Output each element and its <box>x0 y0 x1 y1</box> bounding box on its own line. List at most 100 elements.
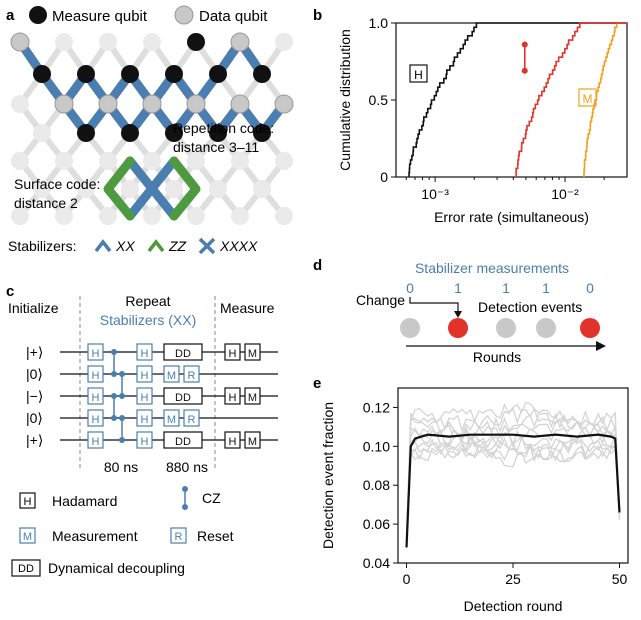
input-state: |−⟩ <box>26 388 43 404</box>
change-label: Change <box>356 292 405 308</box>
x-tick-label: 50 <box>612 571 628 587</box>
unused-qubit <box>143 33 161 51</box>
detection-fraction-chart: 0.04 0.06 0.08 0.10 0.12 0 25 50 Detection round… <box>320 387 629 614</box>
hadamard-gate-label: H <box>141 348 149 360</box>
y-tick-label: 0.12 <box>363 399 390 415</box>
panel-d-label: d <box>313 257 322 274</box>
dd-gate-label: DD <box>175 392 191 404</box>
hadamard-gate-box <box>87 365 104 383</box>
cz-dot <box>111 371 117 377</box>
unused-qubit <box>209 180 227 198</box>
panel-d: d Stabilizer measurements 0 1 1 1 0 Change D… <box>313 257 606 365</box>
final-hadamard-label: H <box>229 436 237 448</box>
dd-gate-label: DD <box>175 436 191 448</box>
measurement-legend-text: Measurement <box>52 528 138 544</box>
stabilizer-value: 1 <box>454 280 462 296</box>
y-axis-label: Cumulative distribution <box>337 29 353 171</box>
hadamard-gate-label: H <box>92 348 100 360</box>
unused-qubit <box>231 152 249 170</box>
unused-qubit <box>99 33 117 51</box>
cz-dot <box>119 393 125 399</box>
stabilizer-value: 0 <box>406 280 414 296</box>
legend-h-box <box>409 64 428 83</box>
unused-qubit <box>11 207 29 225</box>
y-tick-label: 0.06 <box>363 516 390 532</box>
cz-dot <box>119 415 125 421</box>
hadamard-gate-box <box>87 387 104 405</box>
data-qubit <box>230 94 250 114</box>
data-qubit <box>142 94 162 114</box>
y-axis-label: Detection event fraction <box>320 402 336 549</box>
data-qubit <box>10 32 30 52</box>
cdf-chart: 0 0.5 1.0 10⁻³ 10⁻² Error rate (simultaneous)… <box>337 15 628 225</box>
data-qubit <box>274 94 294 114</box>
time-80ns: 80 ns <box>104 459 138 475</box>
y-tick-label: 0.08 <box>363 477 390 493</box>
dd-gate-box <box>163 387 203 405</box>
hadamard-gate-box <box>136 365 153 383</box>
panel-e-label: e <box>313 375 321 392</box>
final-measure-label: M <box>248 392 257 404</box>
measure-gate-label: M <box>167 414 176 426</box>
hadamard-gate-label: H <box>92 414 100 426</box>
unused-qubit <box>121 180 139 198</box>
reset-gate-label: R <box>188 370 196 382</box>
data-qubit <box>98 94 118 114</box>
hadamard-gate-label: H <box>92 370 100 382</box>
panel-c-label: c <box>6 283 14 300</box>
individual-trace <box>405 426 621 538</box>
unused-qubit <box>99 207 117 225</box>
unused-qubit <box>33 124 51 142</box>
final-hadamard-box <box>224 343 241 361</box>
hadamard-gate-label: H <box>92 436 100 448</box>
panel-b-label: b <box>313 7 322 24</box>
panel-a: a Measure qubit Data qubit Repetition co… <box>6 5 294 255</box>
final-hadamard-box <box>224 387 241 405</box>
measurement-legend-glyph: M <box>23 531 32 543</box>
unused-qubit <box>231 207 249 225</box>
detection-event-dot <box>448 318 468 338</box>
x-tick-label: 10⁻³ <box>421 186 449 202</box>
panel-c: c Initialize Repeat Stabilizers (XX) Mea… <box>6 283 278 577</box>
repetition-code-label: Repetition code: <box>173 120 274 136</box>
individual-trace <box>405 419 621 542</box>
repetition-code-distance: distance 3–11 <box>173 139 259 155</box>
measure-qubit <box>209 65 227 83</box>
qubit-lattice <box>10 32 294 225</box>
stab-xx-text: XX <box>115 238 135 254</box>
detection-event-dot <box>580 318 600 338</box>
final-measure-label: M <box>248 436 257 448</box>
measure-qubit <box>121 65 139 83</box>
individual-trace <box>405 443 621 539</box>
time-880ns: 880 ns <box>166 459 208 475</box>
surface-code-distance: distance 2 <box>14 195 78 211</box>
unused-qubit <box>275 33 293 51</box>
hadamard-legend-glyph: H <box>24 496 32 508</box>
y-tick-label: 0.10 <box>363 438 390 454</box>
y-tick-label: 0.04 <box>363 555 390 571</box>
unused-qubit <box>33 180 51 198</box>
cz-dot <box>111 393 117 399</box>
cz-legend-dot-bottom <box>182 504 188 510</box>
cz-dot <box>111 349 117 355</box>
cz-dot <box>119 437 125 443</box>
hadamard-legend-text: Hadamard <box>52 493 117 509</box>
input-state: |+⟩ <box>26 344 43 360</box>
hadamard-gate-box <box>136 343 153 361</box>
reset-legend-icon <box>170 527 187 544</box>
measure-qubit <box>165 124 183 142</box>
surface-zz-edge <box>169 156 201 221</box>
final-measure-label: M <box>248 348 257 360</box>
x-tick-label: 0 <box>403 571 411 587</box>
measure-qubit <box>33 65 51 83</box>
input-state: |+⟩ <box>26 432 43 448</box>
change-bracket <box>409 297 459 312</box>
unused-qubit <box>55 152 73 170</box>
y-tick-label: 1.0 <box>369 15 389 31</box>
hadamard-gate-box <box>87 343 104 361</box>
change-arrowhead <box>454 311 462 318</box>
hadamard-gate-label: H <box>141 392 149 404</box>
unused-qubit <box>143 207 161 225</box>
